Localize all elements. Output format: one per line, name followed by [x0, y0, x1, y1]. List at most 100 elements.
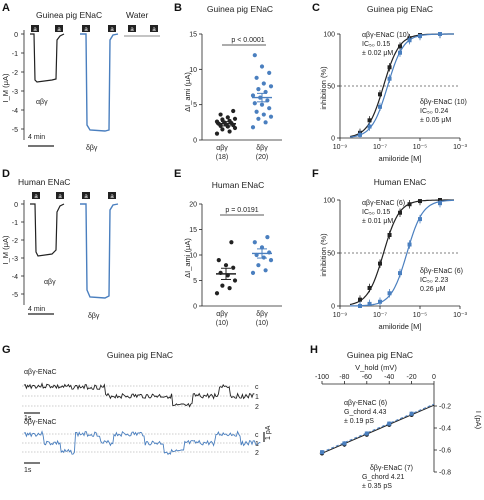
panel-g-level-1: 1 [255, 394, 259, 401]
svg-text:a: a [84, 194, 88, 200]
data-point [387, 65, 392, 70]
panel-h-letter: H [310, 344, 318, 356]
data-point [214, 131, 220, 136]
panel-e-group-label: αβγ [216, 311, 228, 318]
data-point [261, 81, 266, 86]
panel-g-level-12: 1 [255, 441, 259, 448]
panel-c-ylabel: inhibition (%) [319, 66, 328, 110]
y-tick-label: -0.2 [439, 404, 451, 411]
data-point [358, 297, 362, 302]
y-tick-label: 50 [327, 251, 335, 258]
panel-c-black-err: ± 0.02 μM [362, 50, 393, 57]
data-point [342, 441, 347, 446]
svg-text:a: a [110, 27, 114, 33]
panel-h: H Guinea pig ENaC V_hold (mV) I (pA) αβγ… [310, 344, 483, 490]
panel-e-ylabel: ΔI_ami (μA) [183, 238, 192, 278]
data-point [387, 421, 392, 426]
panel-c-blue-name: δβγ-ENaC (10) [420, 99, 467, 106]
y-tick-label: -0.4 [439, 426, 451, 433]
panel-f-black-name: αβγ-ENaC (6) [362, 200, 405, 207]
data-point [252, 101, 257, 106]
data-point [252, 240, 257, 245]
panel-d-trace-dbg [80, 203, 119, 299]
panel-d-ytick: -1 [12, 220, 18, 227]
panel-e-n-label: (10) [216, 320, 228, 327]
data-point [232, 278, 238, 283]
svg-text:a: a [33, 27, 37, 33]
svg-text:a: a [84, 27, 88, 33]
y-tick-label: 10 [189, 67, 197, 74]
x-tick-label: 10⁻⁵ [413, 144, 427, 151]
data-point [367, 118, 372, 123]
panel-c-blue-err: ± 0.05 μM [420, 117, 451, 124]
panel-d-markers: a a a a [32, 192, 116, 200]
panel-g-trace1-label: αβγ-ENaC [24, 369, 57, 376]
data-point [398, 271, 402, 276]
panel-d-label-dbg: δβγ [88, 313, 100, 320]
data-point [254, 75, 259, 80]
panel-g-title: Guinea pig ENaC [107, 350, 173, 360]
panel-g-trace2 [23, 430, 261, 456]
panel-a-ytick: -1 [12, 51, 18, 58]
x-tick-label: -80 [339, 374, 349, 381]
panel-d-letter: D [2, 168, 10, 180]
svg-text:a: a [110, 194, 114, 200]
panel-h-black-err: ± 0.19 pS [344, 418, 374, 425]
data-point [398, 210, 402, 215]
panel-f: F Human ENaC inhibition (%) amiloride [M… [312, 168, 468, 331]
panel-a-trace-dbg [80, 33, 119, 132]
svg-text:a: a [130, 27, 134, 33]
data-point [418, 34, 422, 39]
data-point [256, 87, 261, 92]
panel-g-level-c: c [255, 384, 259, 391]
fit-curve [350, 199, 454, 307]
data-point [250, 93, 256, 98]
fit-curve [349, 199, 454, 306]
panel-a-letter: A [2, 2, 10, 14]
data-point [407, 38, 412, 43]
data-point [378, 299, 382, 304]
panel-b-n-label: (20) [256, 154, 268, 161]
x-tick-label: -100 [315, 374, 329, 381]
y-tick-label: -0.8 [439, 470, 451, 477]
x-tick-label: 10⁻⁹ [333, 312, 347, 319]
data-point [387, 232, 392, 237]
data-point [418, 199, 422, 204]
panel-b-ylabel: ΔI_ami (μA) [183, 72, 192, 112]
panel-a-scalebar-label: 4 min [28, 134, 45, 141]
data-point [223, 263, 229, 268]
fit-curve [349, 33, 454, 138]
panel-e-title: Human ENaC [212, 180, 264, 190]
data-point [256, 116, 261, 121]
data-point [216, 258, 221, 263]
data-point [259, 64, 265, 69]
panel-e-group-label: δβγ [256, 311, 268, 318]
data-point [378, 261, 382, 266]
panel-a-trace-abg [30, 33, 65, 83]
panel-d: D Human ENaC 0 -1 -2 -3 -4 -5 I_M (μA) a… [1, 168, 119, 320]
data-point [261, 255, 266, 260]
svg-text:a: a [57, 27, 61, 33]
x-tick-label: 10⁻⁵ [413, 312, 427, 319]
panel-a-ytick: -5 [12, 127, 18, 134]
y-tick-label: 100 [323, 32, 335, 39]
x-tick-label: 10⁻⁷ [373, 312, 387, 319]
panel-b-n-label: (18) [216, 154, 228, 161]
panel-c-xlabel: amiloride [M] [379, 154, 422, 163]
panel-f-blue-name: δβγ-ENaC (6) [420, 268, 463, 275]
panel-c-black-name: αβγ-ENaC (10) [362, 32, 409, 39]
panel-a-yticks: 0 -1 -2 -3 -4 -5 [12, 32, 24, 134]
data-point [358, 132, 362, 137]
y-tick-label: -0.6 [439, 448, 451, 455]
data-point [214, 291, 220, 296]
panel-d-ytick: -3 [12, 256, 18, 263]
panel-a-ytick: -3 [12, 89, 18, 96]
panel-g-time-scalebar2-label: 1s [24, 467, 32, 474]
y-tick-label: 0 [331, 304, 335, 311]
data-point [225, 115, 230, 120]
data-point [263, 268, 268, 273]
panel-c: C Guinea pig ENaC inhibition (%) amilori… [312, 2, 468, 163]
y-tick-label: 5 [193, 102, 197, 109]
panel-e-n-label: (10) [256, 320, 268, 327]
x-tick-label: -60 [362, 374, 372, 381]
